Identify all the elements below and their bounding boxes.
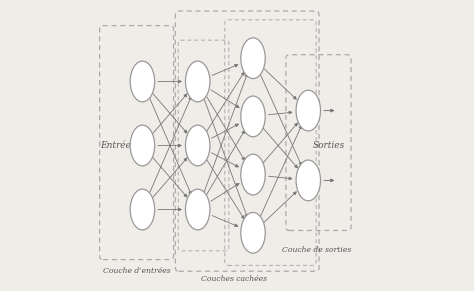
- Ellipse shape: [296, 160, 320, 201]
- Text: Couches cachées: Couches cachées: [201, 275, 267, 283]
- Text: Couche de sorties: Couche de sorties: [283, 246, 352, 254]
- Ellipse shape: [241, 96, 265, 137]
- Ellipse shape: [185, 61, 210, 102]
- Ellipse shape: [241, 212, 265, 253]
- Ellipse shape: [130, 125, 155, 166]
- Text: Sorties: Sorties: [312, 141, 345, 150]
- Text: Couche d’entrées: Couche d’entrées: [103, 267, 171, 275]
- Ellipse shape: [130, 189, 155, 230]
- Ellipse shape: [185, 125, 210, 166]
- Ellipse shape: [130, 61, 155, 102]
- Text: Entrées: Entrées: [100, 141, 136, 150]
- Ellipse shape: [296, 90, 320, 131]
- Ellipse shape: [241, 38, 265, 79]
- Ellipse shape: [241, 154, 265, 195]
- Ellipse shape: [185, 189, 210, 230]
